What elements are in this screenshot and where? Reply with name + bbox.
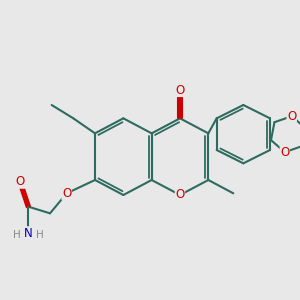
Text: N: N — [24, 227, 33, 240]
Text: O: O — [280, 146, 289, 159]
Text: O: O — [287, 110, 296, 123]
Text: H: H — [36, 230, 44, 240]
Text: O: O — [176, 188, 184, 202]
Text: O: O — [176, 83, 184, 97]
Text: O: O — [15, 175, 25, 188]
Text: H: H — [13, 230, 21, 240]
Text: O: O — [62, 187, 71, 200]
